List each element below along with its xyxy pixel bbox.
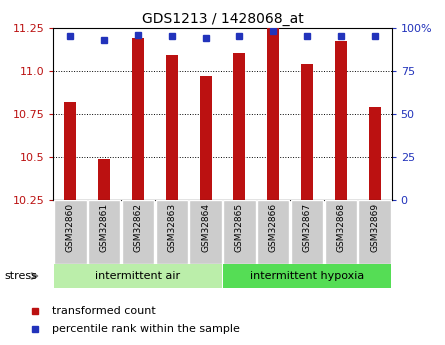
Text: GSM32861: GSM32861 bbox=[100, 203, 109, 253]
Bar bbox=[166, 55, 178, 200]
Bar bbox=[359, 200, 391, 264]
Bar bbox=[88, 200, 120, 264]
Text: GSM32868: GSM32868 bbox=[336, 203, 345, 253]
Bar bbox=[301, 64, 313, 200]
Text: GSM32860: GSM32860 bbox=[66, 203, 75, 253]
Text: intermittent hypoxia: intermittent hypoxia bbox=[250, 271, 364, 281]
Text: stress: stress bbox=[4, 271, 37, 281]
Text: GSM32864: GSM32864 bbox=[201, 203, 210, 252]
Bar bbox=[98, 159, 110, 200]
Text: GSM32869: GSM32869 bbox=[370, 203, 379, 253]
Bar bbox=[325, 200, 357, 264]
Bar bbox=[190, 200, 222, 264]
Text: intermittent air: intermittent air bbox=[95, 271, 181, 281]
Bar bbox=[65, 102, 76, 200]
Bar bbox=[122, 200, 154, 264]
Text: GSM32862: GSM32862 bbox=[134, 203, 142, 252]
Text: percentile rank within the sample: percentile rank within the sample bbox=[52, 325, 240, 334]
Bar bbox=[132, 38, 144, 200]
Bar bbox=[223, 200, 255, 264]
Bar bbox=[291, 200, 323, 264]
Bar bbox=[234, 53, 245, 200]
Bar bbox=[267, 28, 279, 200]
Bar bbox=[156, 200, 188, 264]
Bar bbox=[257, 200, 289, 264]
Bar bbox=[335, 41, 347, 200]
Text: GDS1213 / 1428068_at: GDS1213 / 1428068_at bbox=[142, 12, 303, 26]
Text: GSM32863: GSM32863 bbox=[167, 203, 176, 253]
Bar bbox=[54, 264, 222, 288]
Text: GSM32866: GSM32866 bbox=[269, 203, 278, 253]
Bar bbox=[369, 107, 380, 200]
Bar bbox=[223, 264, 391, 288]
Text: transformed count: transformed count bbox=[52, 306, 156, 315]
Text: GSM32867: GSM32867 bbox=[303, 203, 312, 253]
Bar bbox=[200, 76, 211, 200]
Text: GSM32865: GSM32865 bbox=[235, 203, 244, 253]
Bar bbox=[54, 200, 86, 264]
